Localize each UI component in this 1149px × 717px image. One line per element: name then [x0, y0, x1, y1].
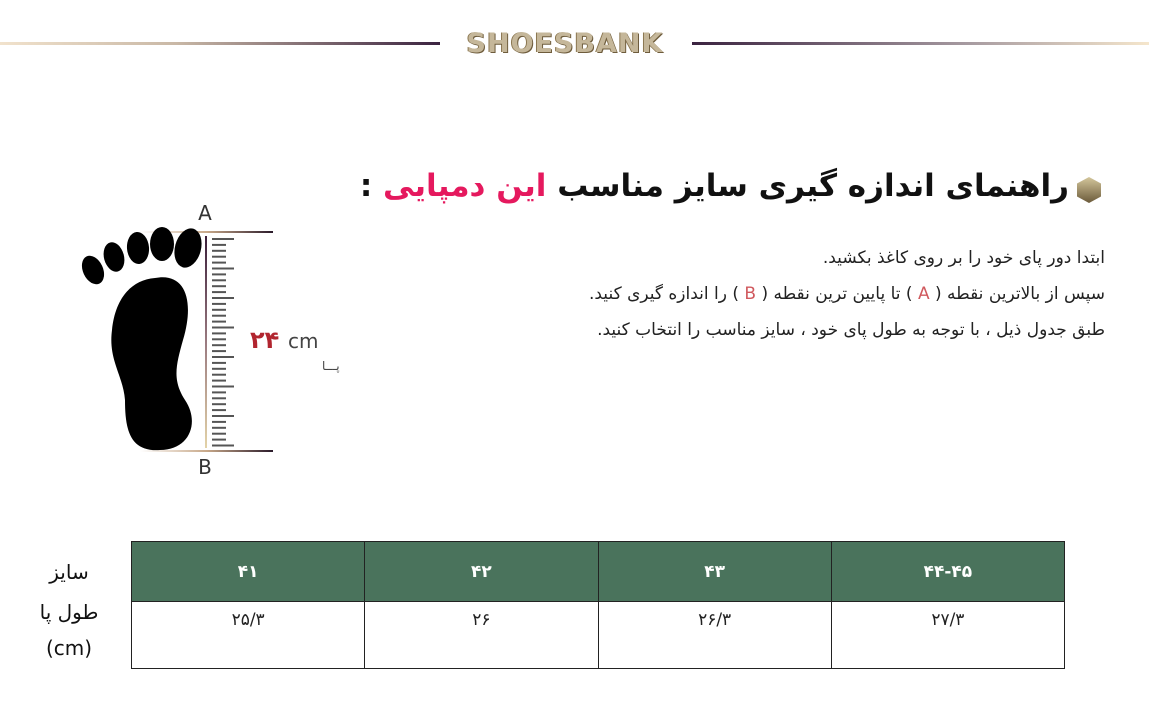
- instructions: ابتدا دور پای خود را بر روی کاغذ بکشید. …: [589, 240, 1105, 348]
- row-label-length: طول پا: [39, 600, 99, 624]
- ruler-tick: [212, 255, 226, 258]
- text: ) تا پایین ترین نقطه (: [756, 284, 918, 304]
- length-cell: ۲۶: [364, 601, 599, 669]
- point-a: A: [917, 284, 930, 304]
- ruler-tick: [212, 444, 234, 447]
- instruction-line-3: طبق جدول ذیل ، با توجه به طول پای خود ، …: [597, 320, 1105, 340]
- text: سپس از بالاترین نقطه (: [929, 284, 1105, 304]
- ruler-tick: [212, 243, 226, 246]
- size-cell: ۴۳: [597, 541, 832, 602]
- length-cell: ۲۷/۳: [830, 601, 1066, 669]
- title-highlight: این دمپایی: [383, 168, 547, 204]
- guide-title: راهنمای اندازه گیری سایز مناسب این دمپای…: [360, 168, 1069, 204]
- ruler-tick: [212, 361, 226, 364]
- instruction-line-1: ابتدا دور پای خود را بر روی کاغذ بکشید.: [822, 248, 1105, 268]
- ruler-tick: [212, 291, 226, 294]
- measure-caption: طـــول پـــا: [322, 359, 340, 374]
- size-cell: ۴۲: [364, 541, 599, 602]
- size-table: ۴۱ ۴۲ ۴۳ ۴۴-۴۵ ۲۵/۳ ۲۶ ۲۶/۳ ۲۷/۳: [130, 541, 1066, 669]
- ruler-tick: [212, 426, 226, 429]
- measure-value: ۲۴: [250, 326, 279, 354]
- ruler-tick: [212, 379, 226, 382]
- label-a: A: [198, 201, 212, 225]
- ruler-tick: [212, 432, 226, 435]
- measure-line: [205, 236, 207, 448]
- ruler-tick: [212, 273, 226, 276]
- ruler-tick: [212, 415, 234, 417]
- ruler-tick: [212, 350, 226, 353]
- ruler-tick: [212, 438, 226, 441]
- ruler-tick: [212, 420, 226, 423]
- ruler-tick: [212, 302, 226, 305]
- ruler-tick: [212, 391, 226, 394]
- ruler-tick: [212, 367, 226, 370]
- length-cell: ۲۶/۳: [597, 601, 832, 669]
- size-cell: ۴۴-۴۵: [830, 541, 1066, 602]
- ruler-tick: [212, 326, 234, 329]
- ruler-tick: [212, 344, 226, 347]
- ruler-ticks: [212, 238, 234, 447]
- hexagon-bullet-icon: [1077, 177, 1101, 203]
- ruler-tick: [212, 314, 226, 317]
- measure-unit: cm: [288, 329, 318, 353]
- row-label-size: سایز: [49, 560, 89, 584]
- ruler-tick: [212, 338, 226, 341]
- length-row: ۲۵/۳ ۲۶ ۲۶/۳ ۲۷/۳: [130, 601, 1066, 669]
- size-row: ۴۱ ۴۲ ۴۳ ۴۴-۴۵: [130, 541, 1066, 602]
- ruler-tick: [212, 267, 234, 270]
- brand-logo: SHOESBANK: [466, 28, 664, 59]
- label-b: B: [198, 455, 212, 479]
- ruler-tick: [212, 279, 226, 282]
- size-cell: ۴۱: [130, 541, 366, 602]
- ruler-tick: [212, 409, 226, 412]
- row-label-unit: (cm): [45, 636, 93, 660]
- point-b: B: [744, 284, 757, 304]
- title-text: راهنمای اندازه گیری سایز مناسب: [546, 168, 1069, 204]
- ruler-tick: [212, 285, 226, 288]
- title-suffix: :: [359, 168, 384, 204]
- length-cell: ۲۵/۳: [130, 601, 366, 669]
- ruler-tick: [212, 238, 234, 240]
- foot-icon: [81, 227, 202, 451]
- ruler-tick: [212, 320, 226, 323]
- instruction-line-2: سپس از بالاترین نقطه ( A ) تا پایین ترین…: [589, 276, 1105, 312]
- ruler-tick: [212, 385, 234, 388]
- foot-measurement-illustration: A B ۲۴ cm طـــول پـــا: [81, 201, 340, 479]
- ruler-tick: [212, 249, 226, 252]
- top-line: [140, 231, 273, 233]
- ruler-tick: [212, 403, 226, 406]
- ruler-tick: [212, 397, 226, 400]
- header-divider-left: [0, 42, 440, 45]
- header-divider-right: [692, 42, 1149, 45]
- ruler-tick: [212, 373, 226, 376]
- bottom-line: [140, 450, 273, 452]
- ruler-tick: [212, 308, 226, 311]
- text: ) را اندازه گیری کنید.: [588, 284, 745, 304]
- ruler-tick: [212, 332, 226, 335]
- ruler-tick: [212, 261, 226, 264]
- ruler-tick: [212, 356, 234, 358]
- ruler-tick: [212, 297, 234, 299]
